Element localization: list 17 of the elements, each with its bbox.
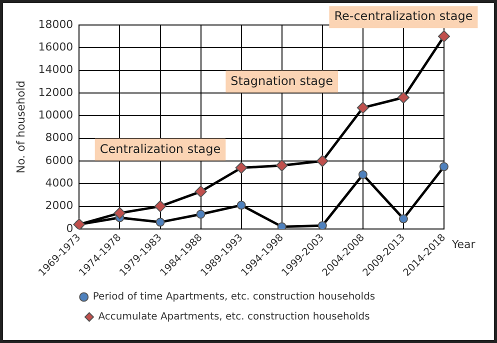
y-tick-label: 14000 bbox=[38, 63, 74, 76]
x-axis-title: Year bbox=[451, 238, 476, 251]
y-tick-label: 0 bbox=[66, 222, 74, 235]
y-tick-label: 10000 bbox=[38, 108, 74, 122]
text: Re-centralization stage bbox=[334, 9, 473, 24]
legend-label: Accumulate Apartments, etc. construction households bbox=[98, 312, 370, 323]
y-tick-label: 18000 bbox=[38, 18, 74, 31]
y-tick-label: 8000 bbox=[45, 131, 74, 144]
y-tick-label: 4000 bbox=[45, 176, 74, 190]
annotation: Stagnation stage bbox=[230, 74, 334, 88]
y-tick-label: 6000 bbox=[45, 154, 74, 167]
y-tick-label: 16000 bbox=[38, 40, 74, 54]
legend-label: Period of time Apartments, etc. construction households bbox=[92, 292, 376, 303]
y-tick-label: 2000 bbox=[45, 199, 74, 212]
y-tick-label: 12000 bbox=[38, 86, 74, 99]
annotation: Centralization stage bbox=[100, 142, 221, 156]
y-axis-title: No. of household bbox=[14, 80, 28, 174]
